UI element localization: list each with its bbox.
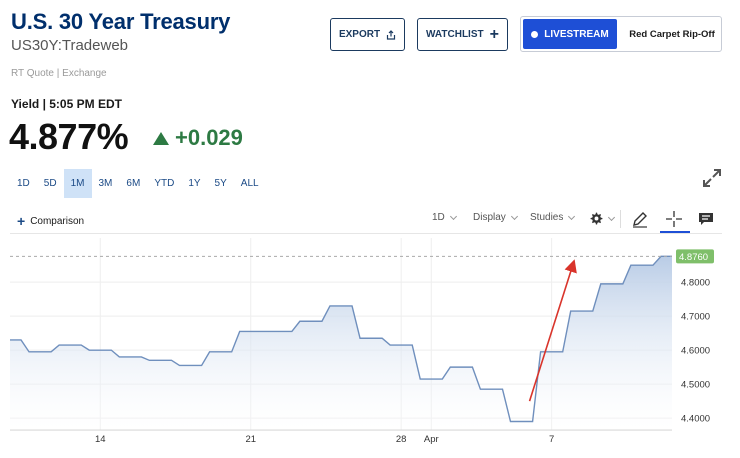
x-tick-label: 28 (396, 434, 407, 445)
range-1m[interactable]: 1M (63, 169, 92, 198)
range-ytd[interactable]: YTD (154, 178, 175, 189)
y-tick-label: 4.4000 (681, 414, 710, 425)
range-3m[interactable]: 3M (98, 178, 113, 189)
watchlist-button[interactable]: WATCHLIST + (417, 18, 508, 51)
display-dropdown[interactable]: Display (473, 212, 518, 223)
settings-dropdown[interactable] (590, 212, 616, 225)
y-tick-label: 4.5000 (681, 380, 710, 391)
range-all[interactable]: ALL (240, 178, 259, 189)
range-5y[interactable]: 5Y (214, 178, 227, 189)
chart-area (10, 256, 672, 430)
x-tick-label: 14 (95, 434, 106, 445)
annotation-arrow (528, 259, 577, 402)
range-6m[interactable]: 6M (126, 178, 141, 189)
toolbar-divider (620, 210, 621, 228)
price-change-value: +0.029 (175, 125, 243, 150)
gear-icon (590, 212, 603, 225)
chevron-down-icon (449, 212, 457, 220)
export-button[interactable]: EXPORT (330, 18, 405, 51)
live-dot-icon (531, 30, 539, 38)
export-label: EXPORT (338, 29, 381, 40)
x-tick-label: Apr (424, 434, 439, 445)
crosshair-active-indicator (660, 231, 690, 233)
plus-icon: + (489, 25, 499, 43)
display-label: Display (473, 212, 506, 223)
plus-icon: + (17, 213, 26, 229)
studies-label: Studies (530, 212, 564, 223)
x-tick-label: 21 (245, 434, 256, 445)
range-1y[interactable]: 1Y (188, 178, 201, 189)
crosshair-icon[interactable] (664, 209, 684, 229)
livestream-button[interactable]: LIVESTREAM (523, 19, 617, 49)
comparison-button[interactable]: + Comparison (17, 214, 84, 228)
last-price: 4.877% (9, 116, 129, 157)
price-change: +0.029 (153, 125, 243, 151)
range-5d[interactable]: 5D (43, 178, 57, 189)
expand-arrows-icon[interactable] (700, 166, 724, 190)
toolbar-divider-line (10, 233, 722, 234)
range-1d[interactable]: 1D (17, 178, 30, 189)
watchlist-label: WATCHLIST (426, 29, 484, 40)
livestream-show-link[interactable]: Red Carpet Rip-Off (629, 28, 715, 40)
livestream-label: LIVESTREAM (544, 28, 609, 40)
price-chart[interactable]: 4.4000 4.5000 4.6000 4.7000 4.8000 14 21 28 Apr… (0, 234, 740, 458)
comment-icon[interactable] (696, 209, 716, 229)
livestream-panel: LIVESTREAM Red Carpet Rip-Off (520, 16, 722, 52)
pencil-icon[interactable] (630, 209, 650, 229)
comparison-label: Comparison (30, 215, 85, 227)
y-tick-label: 4.7000 (681, 312, 710, 323)
chevron-down-icon (568, 212, 576, 220)
svg-text:4.8760: 4.8760 (679, 252, 708, 263)
quote-source: RT Quote | Exchange (11, 68, 107, 79)
page-title: U.S. 30 Year Treasury (11, 9, 231, 34)
interval-label: 1D (432, 212, 445, 223)
symbol-label: US30Y:Tradeweb (11, 37, 129, 54)
last-value-tag: 4.8760 (676, 249, 714, 264)
x-tick-label: 7 (549, 434, 554, 445)
share-out-icon (386, 29, 396, 40)
interval-dropdown[interactable]: 1D (432, 212, 457, 223)
range-selector: 1D 5D 1M 3M 6M YTD 1Y 5Y ALL (10, 169, 266, 198)
y-tick-label: 4.8000 (681, 278, 710, 289)
chevron-down-icon (607, 213, 616, 221)
studies-dropdown[interactable]: Studies (530, 212, 576, 223)
up-arrow-icon (153, 131, 169, 145)
chart-line (10, 255, 672, 423)
chevron-down-icon (510, 212, 518, 220)
yield-timestamp: Yield | 5:05 PM EDT (11, 97, 122, 111)
y-tick-label: 4.6000 (681, 346, 710, 357)
